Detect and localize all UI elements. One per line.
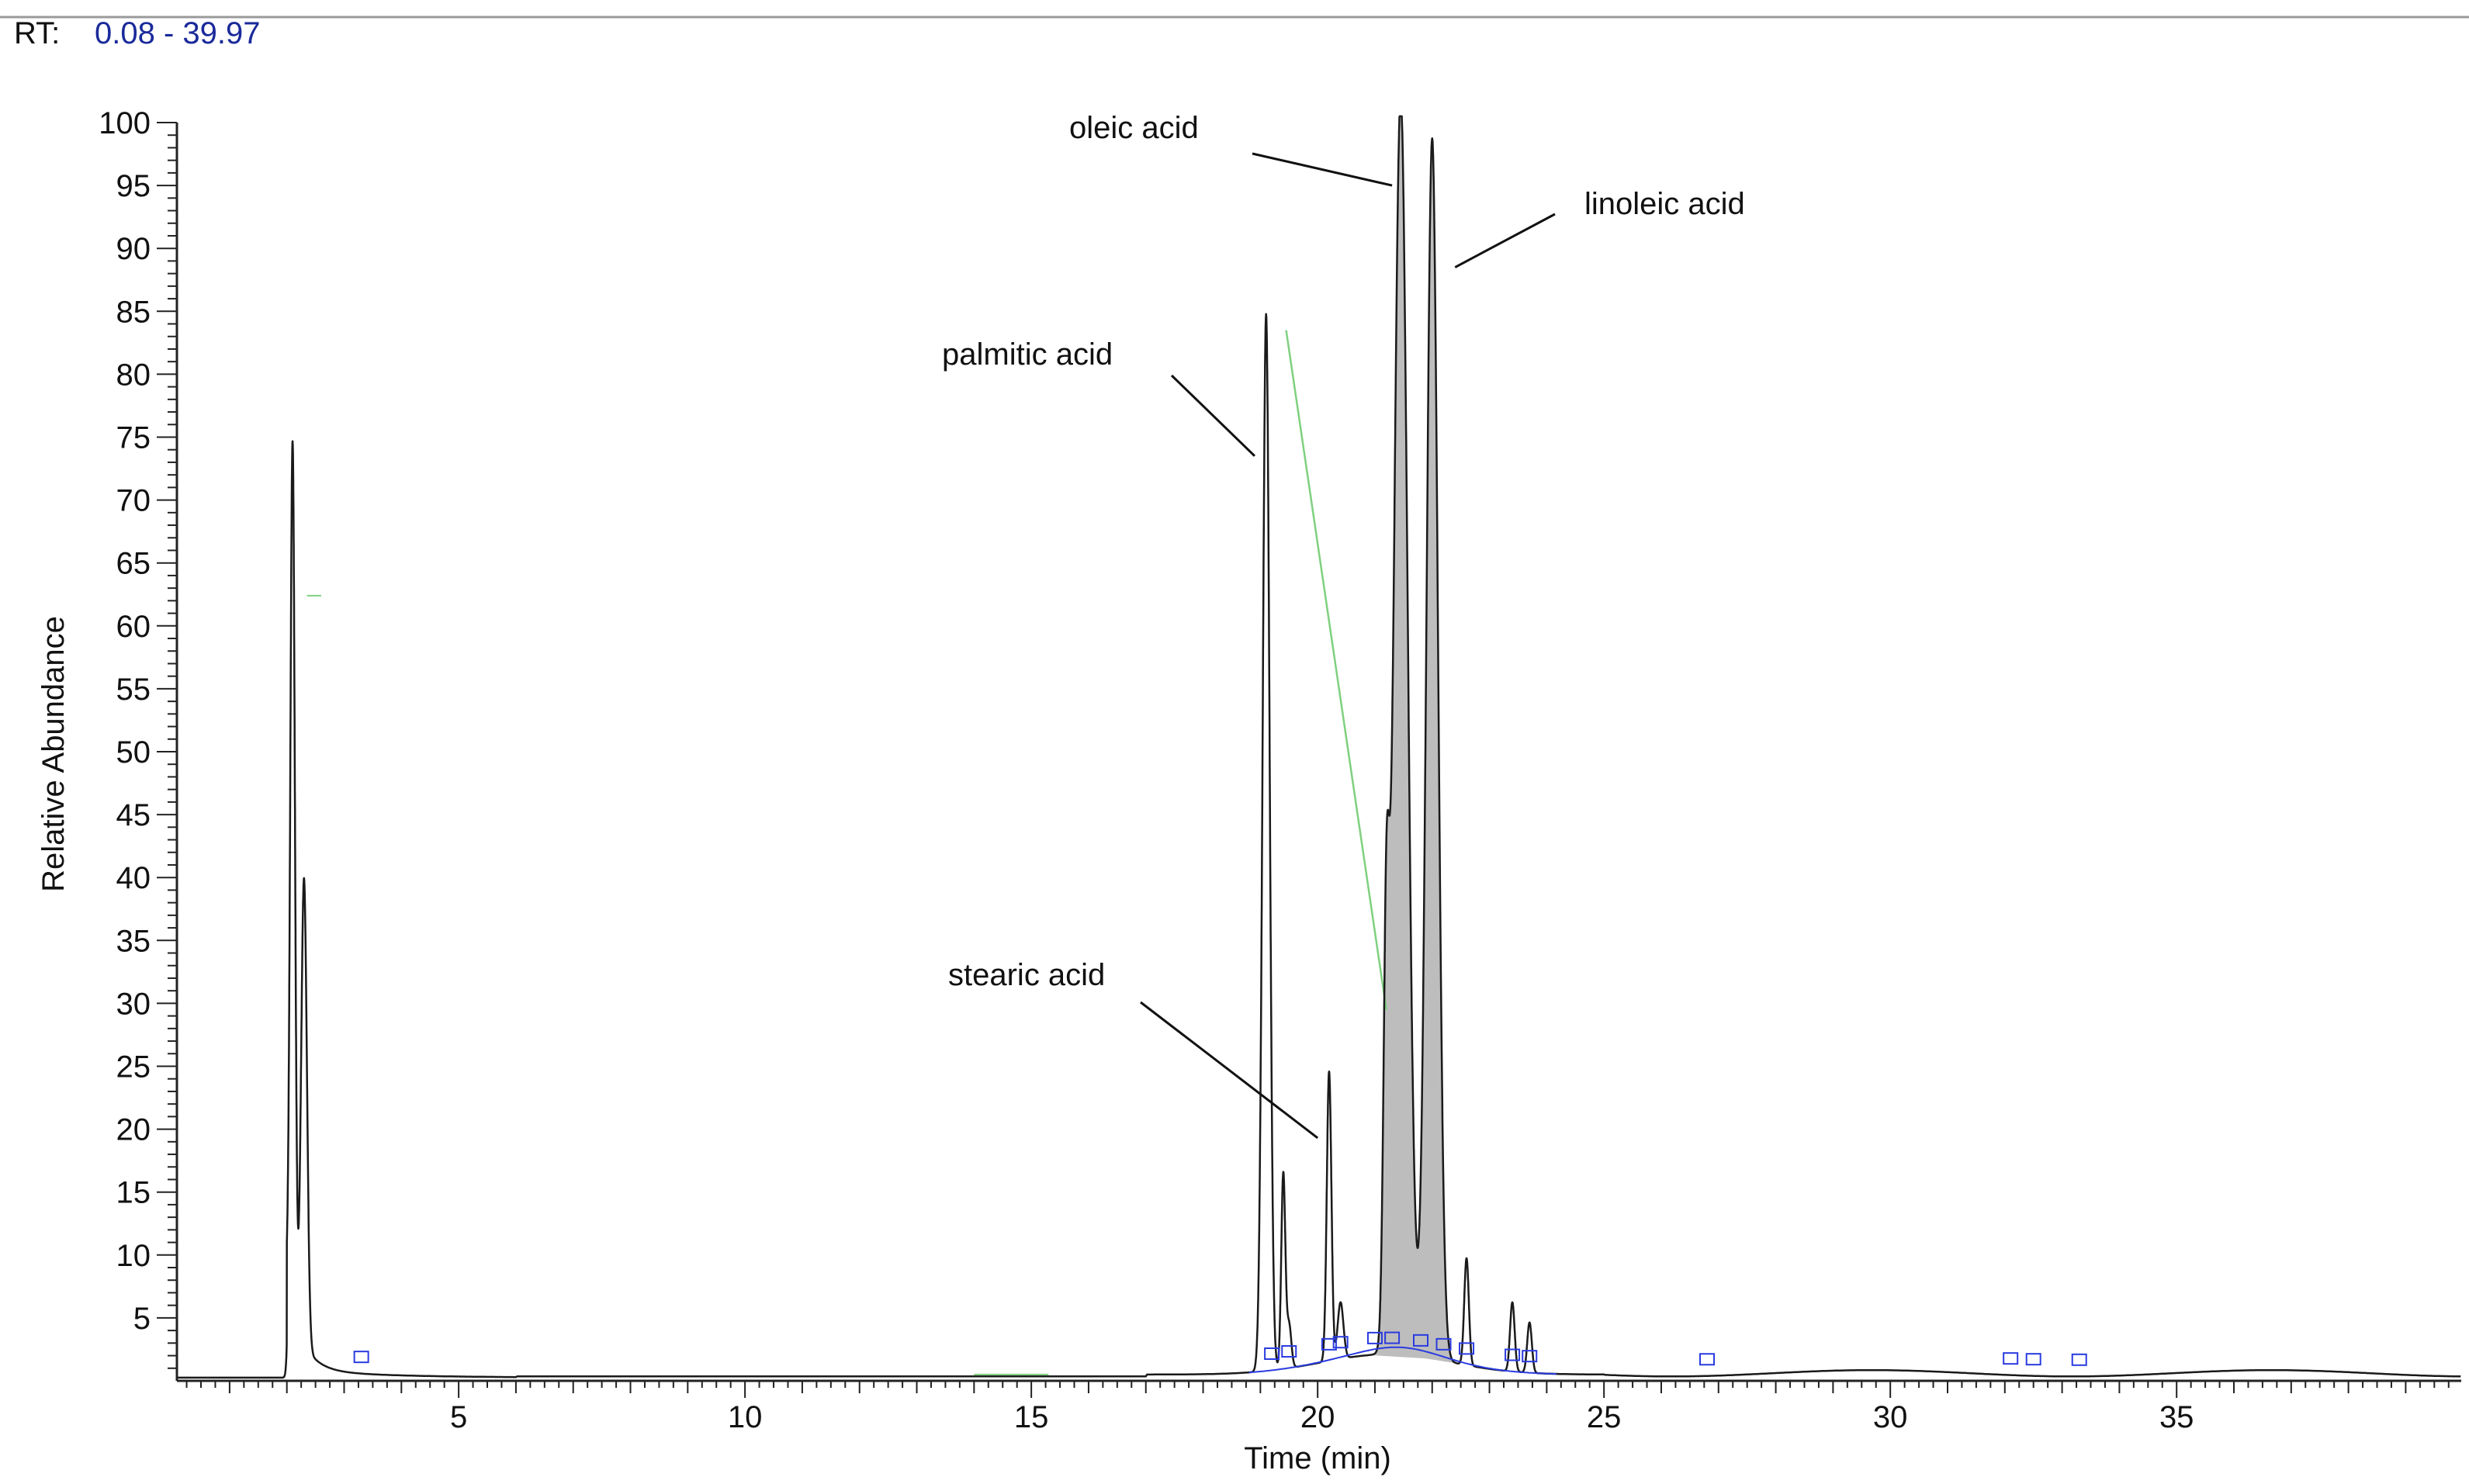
baseline-marker [1459, 1342, 1475, 1355]
axes: 5 10 15 20 25 30 35 40 45 50 55 60 65 70 75 80 85 90 95 100… [99, 106, 2461, 1434]
tic-trace [177, 115, 2461, 1379]
x-tick-label: 25 [1587, 1400, 1622, 1434]
y-tick-label: 60 [116, 610, 151, 644]
baseline-marker [1384, 1331, 1401, 1344]
leader-oleic-acid [1252, 152, 1393, 187]
y-tick-label: 30 [116, 987, 151, 1021]
leader-stearic-acid [1140, 1001, 1319, 1140]
y-tick-label: 35 [116, 924, 151, 958]
y-tick-label: 5 [133, 1302, 151, 1336]
x-tick-label: 30 [1873, 1400, 1908, 1434]
y-axis-title: Relative Abundance [36, 616, 71, 892]
baseline-marker [1321, 1337, 1337, 1351]
annotation-palmitic-acid: palmitic acid [942, 337, 1113, 372]
y-tick-label: 15 [116, 1176, 151, 1210]
baseline-marker [1505, 1348, 1521, 1361]
y-tick-label: 65 [116, 547, 151, 581]
y-tick-label: 40 [116, 861, 151, 895]
y-tick-label: 25 [116, 1050, 151, 1084]
green-guide-line [1285, 330, 1387, 1010]
baseline-marker [2071, 1353, 2087, 1366]
baseline-marker [1522, 1350, 1538, 1363]
annotation-linoleic-acid: linoleic acid [1584, 187, 1745, 221]
annotation-oleic-acid: oleic acid [1069, 111, 1199, 145]
y-tick-label: 70 [116, 484, 151, 518]
baseline-marker [1281, 1345, 1297, 1358]
baseline-marker [1366, 1331, 1383, 1344]
rt-range-value: 0.08 - 39.97 [95, 16, 261, 50]
baseline-trace [1248, 1346, 1557, 1375]
peak-fills [1370, 116, 1458, 1364]
x-tick-label: 35 [2159, 1400, 2194, 1434]
baseline-marker [1413, 1334, 1429, 1347]
y-tick-label: 20 [116, 1113, 151, 1147]
x-tick-label: 5 [450, 1400, 467, 1434]
annotation-stearic-acid: stearic acid [948, 958, 1105, 992]
x-tick-label: 20 [1300, 1400, 1335, 1434]
peak-fill-oleic [1370, 116, 1432, 1359]
y-tick-label: 45 [116, 798, 151, 832]
y-tick-label: 80 [116, 358, 151, 392]
baseline-marker [2025, 1353, 2041, 1366]
chromatogram-trace [177, 115, 2461, 1379]
y-tick-label: 55 [116, 673, 151, 707]
y-tick-label: 85 [116, 295, 151, 329]
x-tick-label: 15 [1014, 1400, 1049, 1434]
baseline-markers [353, 1331, 2087, 1375]
rt-label: RT: [14, 16, 60, 50]
baseline-marker [1435, 1337, 1452, 1351]
baseline-marker [353, 1351, 369, 1364]
y-tick-label: 100 [99, 106, 151, 140]
x-axis-title: Time (min) [1244, 1441, 1391, 1475]
y-tick-label: 90 [116, 232, 151, 266]
guide-lines [306, 330, 1387, 1375]
baseline-marker [1332, 1336, 1349, 1349]
y-tick-label: 50 [116, 735, 151, 770]
baseline-marker [1264, 1347, 1280, 1360]
baseline-marker [1699, 1353, 1716, 1366]
y-tick-label: 10 [116, 1239, 151, 1273]
leader-linoleic-acid [1454, 213, 1556, 268]
annotation-leaders [1140, 152, 1556, 1140]
y-tick-label: 75 [116, 421, 151, 455]
y-tick-label: 95 [116, 169, 151, 203]
baseline-marker [2003, 1352, 2019, 1365]
leader-palmitic-acid [1170, 374, 1256, 457]
x-tick-label: 10 [728, 1400, 763, 1434]
peak-fill-linoleic [1406, 138, 1458, 1364]
